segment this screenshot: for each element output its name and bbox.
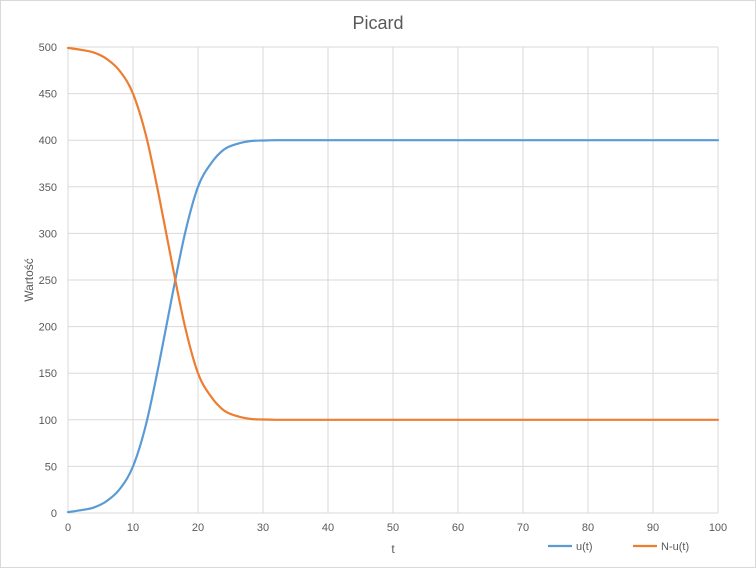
x-tick-label: 60 bbox=[452, 522, 464, 534]
series-layer bbox=[66, 46, 720, 514]
series-line-n-minus-u bbox=[66, 46, 720, 421]
y-tick-label: 500 bbox=[39, 42, 57, 54]
x-tick-label: 70 bbox=[517, 522, 529, 534]
x-tick-label: 0 bbox=[65, 522, 71, 534]
y-tick-label: 300 bbox=[39, 228, 57, 240]
y-tick-labels: 0 50 100 150 200 250 300 350 400 450 500 bbox=[39, 42, 57, 520]
y-tick-label: 250 bbox=[39, 275, 57, 287]
y-tick-label: 450 bbox=[39, 89, 57, 101]
legend-label: N-u(t) bbox=[661, 541, 689, 553]
y-axis-label: Wartość bbox=[22, 258, 36, 302]
legend: u(t) N-u(t) bbox=[548, 541, 689, 553]
x-tick-label: 40 bbox=[322, 522, 334, 534]
y-tick-label: 400 bbox=[39, 135, 57, 147]
y-tick-label: 200 bbox=[39, 322, 57, 334]
y-tick-label: 50 bbox=[45, 461, 57, 473]
y-tick-label: 350 bbox=[39, 182, 57, 194]
chart-title: Picard bbox=[352, 13, 403, 33]
series-line-u bbox=[66, 139, 720, 514]
x-tick-label: 30 bbox=[257, 522, 269, 534]
x-tick-label: 10 bbox=[127, 522, 139, 534]
grid bbox=[67, 46, 719, 514]
x-axis-label: t bbox=[391, 542, 395, 556]
y-tick-label: 100 bbox=[39, 415, 57, 427]
x-tick-label: 20 bbox=[192, 522, 204, 534]
x-tick-labels: 0 10 20 30 40 50 60 70 80 90 100 bbox=[65, 522, 727, 534]
legend-label: u(t) bbox=[576, 541, 593, 553]
x-tick-label: 90 bbox=[647, 522, 659, 534]
x-tick-label: 50 bbox=[387, 522, 399, 534]
y-tick-label: 0 bbox=[51, 508, 57, 520]
y-tick-label: 150 bbox=[39, 368, 57, 380]
x-tick-label: 80 bbox=[582, 522, 594, 534]
x-tick-label: 100 bbox=[709, 522, 727, 534]
